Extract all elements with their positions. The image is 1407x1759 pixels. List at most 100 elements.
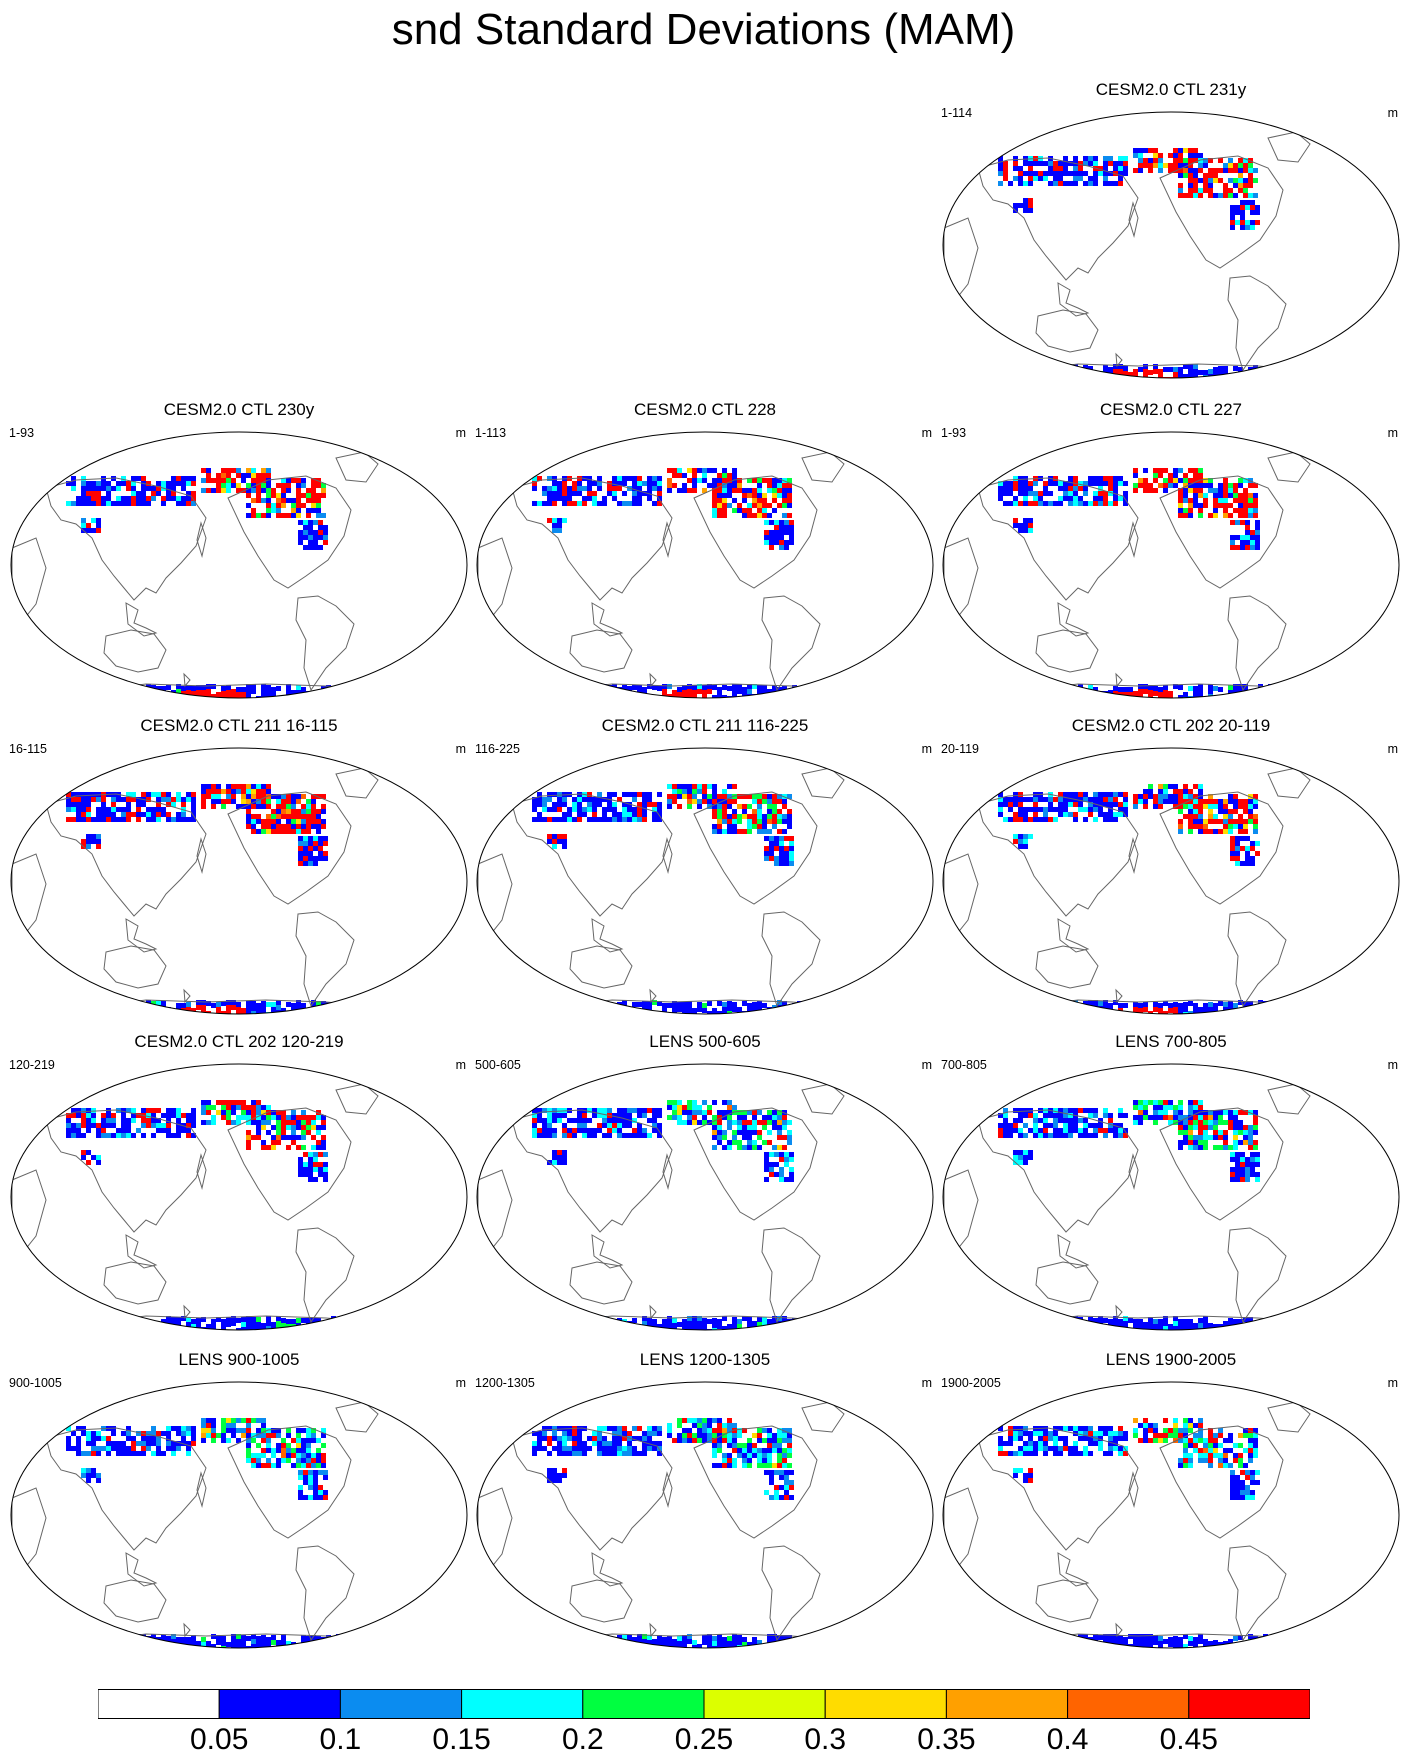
map-plot — [942, 747, 1400, 1015]
map-border — [10, 747, 468, 1015]
page-title: snd Standard Deviations (MAM) — [391, 5, 1016, 54]
colorbar-box — [824, 1689, 947, 1719]
map-border — [476, 747, 934, 1015]
colorbar-box — [703, 1689, 826, 1719]
colorbar — [98, 1689, 1310, 1719]
panel-units: m — [455, 742, 466, 756]
panel-title: LENS 700-805 — [1115, 1032, 1227, 1051]
snow-depth-field — [998, 1100, 1298, 1330]
colorbar-box — [582, 1689, 705, 1719]
coastlines — [943, 767, 1311, 1014]
map-panel: CESM2.0 CTL 211 16-115 16-115 m — [6, 716, 472, 1018]
panel-year-range: 1900-2005 — [941, 1376, 1001, 1390]
panel-title: CESM2.0 CTL 202 120-219 — [134, 1032, 344, 1051]
colorbar-label: 0.05 — [189, 1723, 249, 1756]
panel-title: LENS 1900-2005 — [1105, 1350, 1237, 1369]
map-plot — [476, 1063, 934, 1331]
panel-units: m — [1387, 742, 1398, 756]
map-border — [10, 1063, 468, 1331]
colorbar-box — [1188, 1689, 1310, 1719]
panel-title: CESM2.0 CTL 230y — [163, 400, 315, 419]
panel-units: m — [921, 1376, 932, 1390]
snow-depth-field — [998, 468, 1298, 698]
map-plot — [10, 1063, 468, 1331]
panel-title: CESM2.0 CTL 231y — [1095, 80, 1247, 99]
coastlines — [477, 767, 845, 1014]
panel-year-range: 116-225 — [475, 742, 520, 756]
colorbar-box — [461, 1689, 584, 1719]
map-plot — [10, 1381, 468, 1649]
panel-year-range: 900-1005 — [9, 1376, 62, 1390]
panel-units: m — [455, 1376, 466, 1390]
map-panel: CESM2.0 CTL 202 20-119 20-119 m — [938, 716, 1404, 1018]
map-plot — [476, 1381, 934, 1649]
map-border — [942, 1381, 1400, 1649]
panel-title: CESM2.0 CTL 202 20-119 — [1071, 716, 1271, 735]
map-border — [942, 431, 1400, 699]
map-plot — [942, 111, 1400, 379]
coastlines — [11, 1401, 379, 1648]
snow-depth-field — [998, 784, 1298, 1014]
panel-year-range: 500-605 — [475, 1058, 521, 1072]
coastlines — [943, 451, 1311, 698]
map-plot — [942, 1063, 1400, 1331]
colorbar-label: 0.3 — [804, 1723, 847, 1756]
snow-depth-field — [998, 1418, 1298, 1648]
panel-title: LENS 900-1005 — [178, 1350, 300, 1369]
colorbar-label: 0.1 — [319, 1723, 362, 1756]
coastlines — [943, 1401, 1311, 1648]
panel-title: LENS 1200-1305 — [639, 1350, 771, 1369]
map-panel: CESM2.0 CTL 231y 1-114 m — [938, 80, 1404, 382]
map-plot — [942, 1381, 1400, 1649]
coastlines — [943, 1083, 1311, 1330]
panel-title: CESM2.0 CTL 227 — [1099, 400, 1243, 419]
map-panel: LENS 700-805 700-805 m — [938, 1032, 1404, 1334]
map-plot — [476, 747, 934, 1015]
snow-depth-field — [66, 1418, 366, 1648]
panel-title: CESM2.0 CTL 211 16-115 — [140, 716, 338, 735]
map-border — [942, 747, 1400, 1015]
map-panel: LENS 500-605 500-605 m — [472, 1032, 938, 1334]
panel-title: CESM2.0 CTL 211 116-225 — [601, 716, 809, 735]
panel-units: m — [921, 1058, 932, 1072]
coastlines — [11, 1083, 379, 1330]
map-border — [942, 111, 1400, 379]
panel-year-range: 1-114 — [941, 106, 973, 120]
colorbar-label: 0.45 — [1159, 1723, 1218, 1756]
snow-depth-field — [532, 1100, 832, 1330]
map-panel: CESM2.0 CTL 228 1-113 m — [472, 400, 938, 702]
panel-year-range: 700-805 — [941, 1058, 987, 1072]
colorbar-label: 0.2 — [561, 1723, 604, 1756]
map-plot — [10, 747, 468, 1015]
colorbar-box — [218, 1689, 341, 1719]
panel-units: m — [455, 1058, 466, 1072]
panel-units: m — [1387, 1058, 1398, 1072]
panel-title: CESM2.0 CTL 228 — [633, 400, 777, 419]
map-border — [476, 1381, 934, 1649]
panel-year-range: 1-93 — [9, 426, 35, 440]
colorbar-box — [945, 1689, 1069, 1719]
panel-year-range: 16-115 — [9, 742, 47, 756]
snow-depth-field — [532, 784, 832, 1014]
snow-depth-field — [532, 468, 832, 698]
colorbar-label: 0.15 — [432, 1723, 491, 1756]
panel-year-range: 120-219 — [9, 1058, 55, 1072]
panel-units: m — [1387, 426, 1398, 440]
panel-year-range: 20-119 — [941, 742, 979, 756]
coastlines — [11, 451, 379, 698]
map-border — [476, 1063, 934, 1331]
panel-units: m — [921, 426, 932, 440]
snow-depth-field — [66, 1100, 366, 1330]
map-border — [476, 431, 934, 699]
panel-units: m — [921, 742, 932, 756]
panel-year-range: 1-113 — [475, 426, 507, 440]
panel-year-range: 1200-1305 — [475, 1376, 535, 1390]
snow-depth-field — [66, 784, 366, 1014]
colorbar-box — [1067, 1689, 1190, 1719]
map-border — [10, 431, 468, 699]
snow-depth-field — [66, 468, 366, 698]
map-panel: LENS 1200-1305 1200-1305 m — [472, 1350, 938, 1652]
map-border — [10, 1381, 468, 1649]
map-panel: CESM2.0 CTL 227 1-93 m — [938, 400, 1404, 702]
colorbar-box — [339, 1689, 463, 1719]
